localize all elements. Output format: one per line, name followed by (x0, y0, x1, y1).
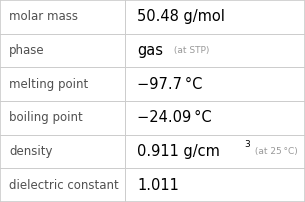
Text: boiling point: boiling point (9, 111, 83, 124)
Text: 50.48 g/mol: 50.48 g/mol (137, 9, 225, 24)
Text: 1.011: 1.011 (137, 178, 179, 193)
Text: −97.7 °C: −97.7 °C (137, 77, 203, 92)
Text: (at 25 °C): (at 25 °C) (252, 147, 297, 156)
Text: 0.911 g/cm: 0.911 g/cm (137, 144, 220, 159)
Text: melting point: melting point (9, 78, 88, 91)
Text: (at STP): (at STP) (171, 46, 209, 55)
Text: molar mass: molar mass (9, 10, 78, 23)
Text: 3: 3 (244, 140, 250, 149)
Text: gas: gas (137, 43, 163, 58)
Text: −24.09 °C: −24.09 °C (137, 110, 212, 125)
Text: dielectric constant: dielectric constant (9, 179, 119, 192)
Text: density: density (9, 145, 53, 158)
Text: phase: phase (9, 44, 45, 57)
